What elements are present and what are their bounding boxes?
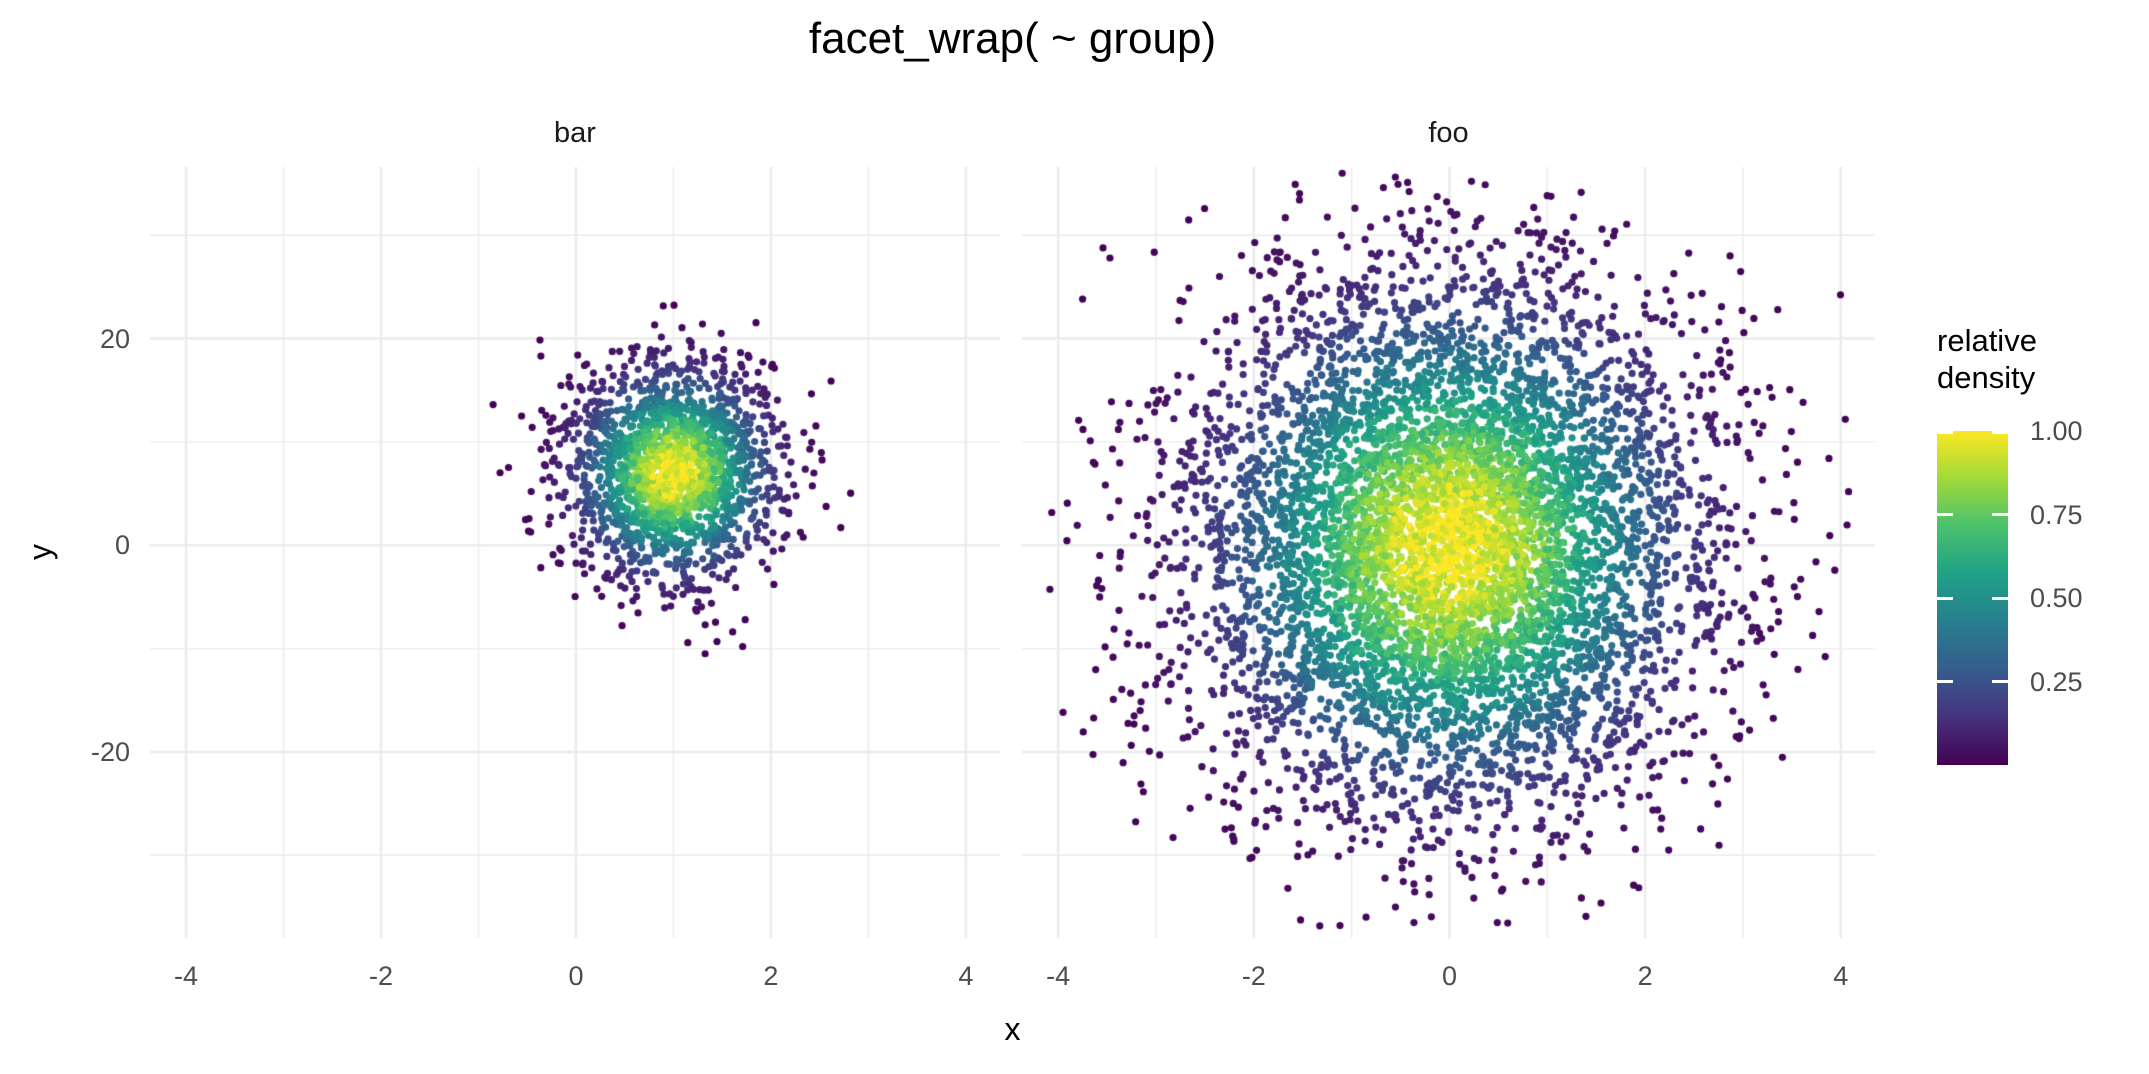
x-tick-label: 0	[1441, 961, 1457, 991]
x-axis-title: x	[1004, 1011, 1021, 1047]
x-tick-label: 4	[958, 961, 974, 991]
facet-strip-foo: foo	[1428, 117, 1469, 149]
y-axis-title: y	[22, 544, 58, 560]
legend-colorbar	[1937, 431, 2008, 765]
colorbar-tick-mark	[1992, 596, 2008, 600]
x-tick-label: -2	[369, 961, 394, 991]
colorbar-tick-mark	[1937, 596, 1953, 600]
colorbar-tick-mark	[1937, 431, 1953, 434]
colorbar-tick-mark	[1937, 680, 1953, 683]
plot-title: facet_wrap( ~ group)	[808, 14, 1217, 63]
legend-title-line-2: density	[1937, 360, 2036, 395]
legend-tick-label: 0.50	[2030, 583, 2083, 613]
colorbar-tick-mark	[1992, 431, 2008, 434]
facet-panel-foo	[1022, 167, 1875, 938]
legend-tick-label: 1.00	[2030, 416, 2083, 446]
y-tick-label: 20	[99, 323, 130, 354]
legend-tick-label: 0.25	[2030, 666, 2083, 697]
x-tick-label: 2	[1637, 961, 1653, 991]
legend-tick-label: 0.75	[2030, 499, 2083, 530]
x-tick-label: -4	[174, 961, 199, 991]
x-tick-label: 0	[568, 961, 584, 991]
facet-strip-bar: bar	[554, 117, 596, 149]
y-tick-label: 0	[114, 530, 130, 561]
x-tick-label: 2	[763, 961, 779, 991]
y-tick-label: -20	[90, 736, 130, 767]
x-tick-label: 4	[1833, 961, 1849, 991]
facet-panel-bar	[150, 167, 1000, 938]
colorbar-tick-mark	[1992, 680, 2008, 683]
legend-title-line-1: relative	[1937, 323, 2037, 358]
x-tick-label: -4	[1046, 961, 1071, 991]
x-tick-label: -2	[1241, 961, 1266, 991]
colorbar-tick-mark	[1992, 513, 2008, 516]
colorbar-tick-mark	[1937, 513, 1953, 516]
